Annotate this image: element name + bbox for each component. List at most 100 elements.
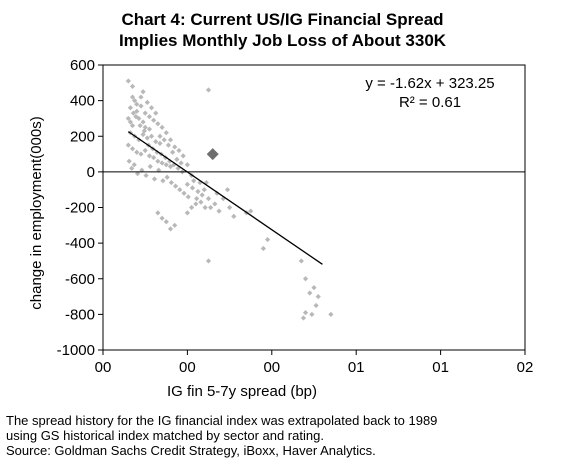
data-point (140, 119, 146, 125)
data-point (131, 162, 137, 168)
data-point (144, 135, 150, 141)
data-point (153, 110, 159, 116)
data-point (198, 199, 204, 205)
data-point (227, 204, 233, 211)
data-point (170, 149, 176, 155)
data-point (184, 181, 190, 187)
data-point (176, 147, 182, 154)
data-point (167, 137, 174, 143)
data-point (134, 149, 140, 155)
data-point (313, 302, 319, 309)
data-point (155, 210, 161, 216)
data-point (147, 163, 153, 170)
data-point (138, 151, 144, 157)
data-point (138, 103, 144, 109)
data-point (178, 160, 184, 166)
data-point (165, 142, 172, 148)
data-point (205, 87, 212, 93)
data-point (300, 315, 307, 321)
data-point (309, 311, 315, 317)
data-point (157, 133, 163, 139)
data-point (194, 195, 200, 202)
data-point (159, 160, 165, 166)
plot-frame (102, 64, 526, 351)
data-point (141, 128, 147, 134)
y-tick-label: -200 (65, 200, 95, 217)
data-point (185, 194, 191, 200)
data-point (184, 210, 190, 216)
data-point (125, 142, 131, 148)
data-point (155, 158, 161, 164)
data-point (224, 187, 231, 193)
data-point (133, 114, 139, 120)
x-tick-label: 01 (348, 359, 365, 376)
data-point (159, 215, 165, 221)
data-point (157, 140, 163, 146)
footnote-line-2: using GS historical index matched by sec… (6, 428, 324, 443)
x-tick-label: 00 (179, 359, 196, 376)
data-point (129, 165, 135, 171)
data-point (208, 204, 214, 211)
data-point (167, 226, 174, 232)
data-point (144, 99, 150, 106)
data-point (177, 187, 183, 193)
data-point (195, 188, 201, 195)
data-point (201, 187, 207, 193)
x-tick-label: 00 (95, 359, 112, 376)
data-point (125, 115, 131, 122)
data-point (151, 176, 158, 182)
data-point (231, 213, 237, 220)
data-point (138, 94, 144, 100)
data-point (127, 105, 134, 111)
data-point (142, 110, 148, 116)
data-point (189, 185, 196, 191)
data-point (142, 147, 148, 154)
data-point (167, 158, 173, 164)
data-point (132, 98, 138, 104)
data-point (164, 174, 170, 180)
data-point (264, 236, 271, 243)
data-point (311, 285, 317, 291)
data-point (181, 190, 187, 196)
data-point (155, 121, 161, 127)
data-point (146, 114, 153, 120)
data-point (189, 204, 195, 211)
data-point (126, 158, 132, 164)
data-point (216, 208, 222, 214)
data-point (260, 245, 266, 252)
data-point (151, 117, 157, 123)
data-point (172, 144, 178, 150)
data-point (153, 138, 159, 145)
data-point (163, 130, 169, 136)
data-point (302, 309, 309, 316)
data-point (199, 192, 205, 198)
data-point (307, 290, 313, 296)
data-point (146, 126, 153, 132)
data-point (142, 124, 148, 130)
data-point (137, 122, 143, 129)
data-point (302, 276, 309, 282)
y-axis-label: change in employment(000s) (28, 116, 45, 309)
data-point (161, 137, 167, 143)
data-point (248, 208, 254, 214)
x-tick-label: 01 (432, 359, 449, 376)
data-point (180, 153, 186, 159)
data-point (212, 201, 218, 207)
data-point (125, 78, 131, 84)
current-spread-point (206, 148, 219, 161)
regression-equation: y = -1.62x + 323.25 (365, 75, 494, 92)
data-point (143, 172, 149, 179)
trend-line (127, 131, 323, 265)
data-point (315, 293, 321, 300)
r-squared-label: R² = 0.61 (399, 94, 461, 111)
y-tick-label: 0 (87, 164, 95, 181)
data-point (127, 119, 134, 125)
data-point (172, 183, 179, 189)
data-point (163, 219, 169, 225)
footnote-line-3: Source: Goldman Sachs Credit Strategy, i… (6, 443, 376, 458)
data-point (148, 133, 155, 139)
data-point (129, 94, 136, 100)
data-point (202, 204, 208, 211)
